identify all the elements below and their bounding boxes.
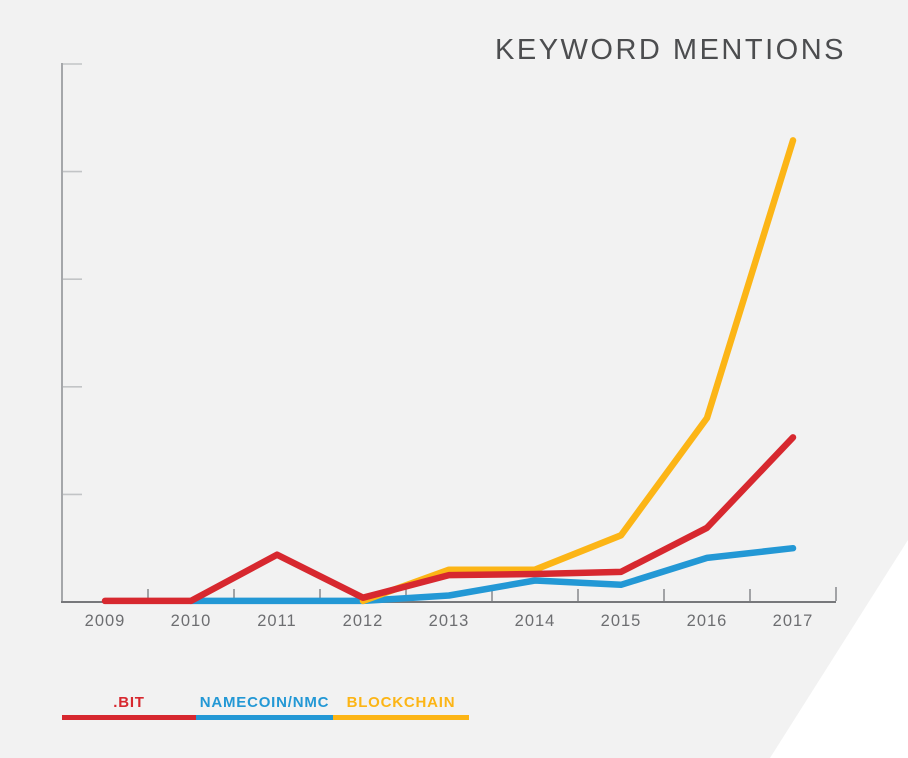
series-line-blockchain	[359, 137, 797, 605]
legend-bar-segment-bit	[62, 715, 196, 720]
legend-labels: .BIT NAMECOIN/NMC BLOCKCHAIN	[62, 694, 469, 711]
legend-label-bit: .BIT	[113, 694, 145, 711]
x-axis-label-2015: 2015	[601, 612, 642, 630]
x-axis-label-2012: 2012	[343, 612, 384, 630]
legend-label-namecoin: NAMECOIN/NMC	[199, 694, 330, 711]
x-axis-label-2014: 2014	[515, 612, 556, 630]
x-axis-label-2016: 2016	[687, 612, 728, 630]
legend-color-bar	[62, 715, 469, 720]
series-layer	[101, 137, 797, 605]
series-line-namecoin-nmc	[187, 544, 797, 605]
x-axis-label-2017: 2017	[773, 612, 814, 630]
chart-title: KEYWORD MENTIONS	[495, 34, 846, 66]
x-axis-label-2013: 2013	[429, 612, 470, 630]
legend-bar-segment-blockchain	[333, 715, 469, 720]
x-axis-label-2010: 2010	[171, 612, 212, 630]
x-axis-label-2011: 2011	[257, 612, 296, 630]
x-axis-label-2009: 2009	[85, 612, 126, 630]
legend-bar-segment-namecoin	[196, 715, 333, 720]
legend-label-blockchain: BLOCKCHAIN	[346, 694, 456, 711]
x-axis-labels: 2009 2010 2011 2012 2013 2014 2015 2016 …	[85, 612, 814, 630]
y-axis-ticks	[62, 63, 82, 496]
legend: .BIT NAMECOIN/NMC BLOCKCHAIN	[62, 694, 469, 720]
series-line-bit	[101, 434, 797, 605]
